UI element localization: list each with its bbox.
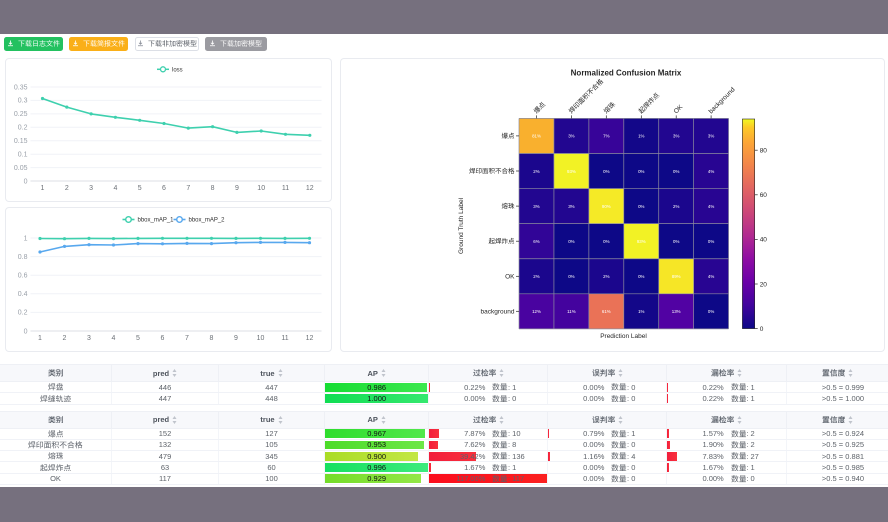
svg-text:loss: loss xyxy=(172,68,183,74)
svg-text:4: 4 xyxy=(111,335,115,342)
svg-text:12: 12 xyxy=(305,185,313,192)
svg-text:4%: 4% xyxy=(708,204,714,209)
svg-text:0.2: 0.2 xyxy=(17,125,27,132)
svg-text:0: 0 xyxy=(23,328,27,335)
svg-text:3%: 3% xyxy=(568,134,574,139)
svg-text:OK: OK xyxy=(673,103,685,115)
svg-text:0.25: 0.25 xyxy=(13,111,27,118)
svg-text:90%: 90% xyxy=(602,204,611,209)
svg-text:0.2: 0.2 xyxy=(17,310,27,317)
svg-text:10: 10 xyxy=(256,335,264,342)
svg-text:0: 0 xyxy=(23,178,27,185)
svg-text:1%: 1% xyxy=(638,309,644,314)
svg-text:2%: 2% xyxy=(533,169,539,174)
svg-text:4: 4 xyxy=(113,185,117,192)
svg-text:9: 9 xyxy=(234,335,238,342)
svg-text:0%: 0% xyxy=(708,239,714,244)
svg-text:bbox_mAP_2: bbox_mAP_2 xyxy=(188,218,225,224)
svg-text:0.6: 0.6 xyxy=(17,273,27,280)
svg-text:0.15: 0.15 xyxy=(13,138,27,145)
svg-text:0.8: 0.8 xyxy=(17,254,27,261)
svg-text:0%: 0% xyxy=(673,239,679,244)
svg-text:0%: 0% xyxy=(638,274,644,279)
svg-text:1: 1 xyxy=(23,235,27,242)
svg-text:8: 8 xyxy=(209,335,213,342)
svg-text:9: 9 xyxy=(234,185,238,192)
svg-text:2%: 2% xyxy=(673,204,679,209)
svg-text:11: 11 xyxy=(281,335,288,342)
svg-text:10: 10 xyxy=(257,185,265,192)
svg-text:89%: 89% xyxy=(672,274,681,279)
svg-text:3%: 3% xyxy=(533,204,539,209)
svg-text:2%: 2% xyxy=(533,274,539,279)
svg-text:Prediction Label: Prediction Label xyxy=(600,333,647,340)
svg-text:0.35: 0.35 xyxy=(13,84,27,91)
svg-text:1: 1 xyxy=(40,185,44,192)
svg-text:0: 0 xyxy=(760,326,764,333)
svg-text:0%: 0% xyxy=(603,239,609,244)
svg-text:6: 6 xyxy=(162,185,166,192)
svg-text:bbox_mAP_1: bbox_mAP_1 xyxy=(137,218,174,224)
svg-text:0.1: 0.1 xyxy=(17,152,27,159)
svg-text:2: 2 xyxy=(62,335,66,342)
svg-text:11%: 11% xyxy=(567,309,576,314)
svg-text:40: 40 xyxy=(760,237,768,244)
svg-text:4%: 4% xyxy=(708,274,714,279)
svg-text:60: 60 xyxy=(760,192,768,199)
svg-text:61%: 61% xyxy=(602,309,611,314)
svg-text:7%: 7% xyxy=(603,134,609,139)
svg-text:0%: 0% xyxy=(568,274,574,279)
svg-text:0%: 0% xyxy=(603,169,609,174)
svg-text:3%: 3% xyxy=(568,204,574,209)
svg-text:12%: 12% xyxy=(532,309,541,314)
svg-text:6%: 6% xyxy=(533,239,539,244)
svg-text:4%: 4% xyxy=(708,169,714,174)
svg-text:0%: 0% xyxy=(708,309,714,314)
svg-text:6: 6 xyxy=(160,335,164,342)
svg-text:13%: 13% xyxy=(672,309,681,314)
svg-text:2: 2 xyxy=(64,185,68,192)
svg-text:Normalized Confusion Matrix: Normalized Confusion Matrix xyxy=(571,69,682,78)
svg-text:20: 20 xyxy=(760,281,768,288)
svg-text:7: 7 xyxy=(186,185,190,192)
svg-text:3: 3 xyxy=(89,185,93,192)
svg-text:81%: 81% xyxy=(532,134,541,139)
svg-text:OK: OK xyxy=(505,274,515,281)
svg-text:8: 8 xyxy=(210,185,214,192)
svg-text:background: background xyxy=(708,86,737,115)
svg-text:7: 7 xyxy=(185,335,189,342)
svg-text:3%: 3% xyxy=(708,134,714,139)
svg-text:0%: 0% xyxy=(673,169,679,174)
svg-text:80: 80 xyxy=(760,148,768,155)
svg-text:5: 5 xyxy=(136,335,140,342)
svg-text:0.4: 0.4 xyxy=(17,291,27,298)
svg-text:12: 12 xyxy=(305,335,313,342)
svg-text:0%: 0% xyxy=(568,239,574,244)
svg-text:93%: 93% xyxy=(567,169,576,174)
svg-text:0%: 0% xyxy=(638,204,644,209)
svg-text:93%: 93% xyxy=(637,239,646,244)
svg-text:0%: 0% xyxy=(638,169,644,174)
svg-text:3%: 3% xyxy=(673,134,679,139)
svg-text:1%: 1% xyxy=(638,134,644,139)
svg-text:0.3: 0.3 xyxy=(17,98,27,105)
svg-text:3: 3 xyxy=(87,335,91,342)
svg-text:1: 1 xyxy=(38,335,42,342)
svg-text:Ground Truth Label: Ground Truth Label xyxy=(458,197,465,254)
svg-text:5: 5 xyxy=(137,185,141,192)
svg-text:0.05: 0.05 xyxy=(13,165,27,172)
svg-text:2%: 2% xyxy=(603,274,609,279)
svg-text:background: background xyxy=(481,309,515,316)
svg-text:11: 11 xyxy=(281,185,288,192)
